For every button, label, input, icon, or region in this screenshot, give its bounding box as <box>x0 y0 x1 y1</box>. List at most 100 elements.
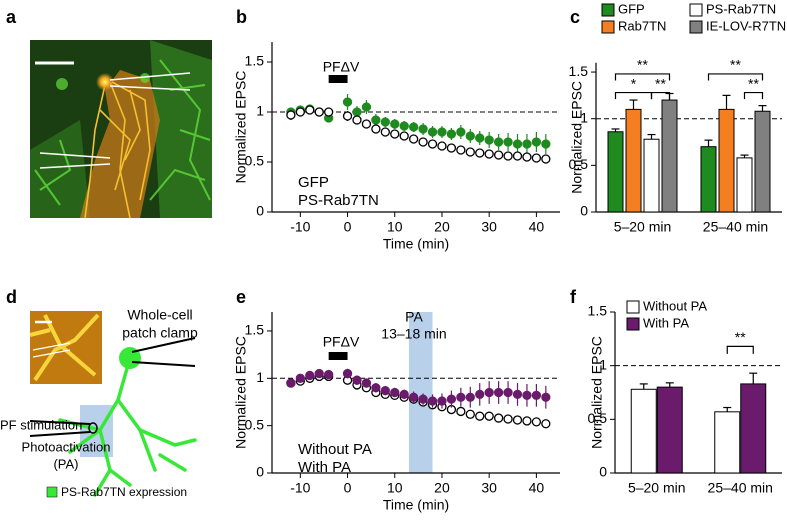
x-tick-label: 0 <box>344 219 352 235</box>
significance-bracket <box>614 73 671 81</box>
y-tick-label: 1.5 <box>245 53 265 69</box>
x-tick-label: 10 <box>387 480 403 496</box>
data-point <box>503 414 513 424</box>
y-axis-label: Normalized EPSC <box>589 336 605 449</box>
panel-label: f <box>570 287 577 307</box>
data-point <box>399 389 409 400</box>
data-point <box>437 141 447 151</box>
y-axis-label: Normalized EPSC <box>233 336 249 449</box>
y-tick-label: 0 <box>580 203 588 219</box>
legend-swatch <box>626 317 640 331</box>
data-point <box>399 131 409 141</box>
bar <box>736 157 753 213</box>
x-tick-label: 25–40 min <box>708 480 773 496</box>
legend-swatch <box>626 300 640 314</box>
data-point <box>427 127 438 137</box>
legend-entry: With PA <box>298 459 351 476</box>
data-point <box>493 137 504 147</box>
bar <box>754 110 771 213</box>
annotation: PFΔV <box>323 59 360 75</box>
legend-entry: PS-Rab7TN <box>706 1 776 16</box>
data-point <box>342 368 353 379</box>
data-point <box>418 124 428 134</box>
legend-entry: GFP <box>618 1 645 16</box>
data-point <box>541 139 551 149</box>
y-tick-label: 1.5 <box>245 322 265 338</box>
data-point <box>371 124 381 134</box>
x-tick-label: 10 <box>387 219 403 235</box>
data-point <box>456 392 466 402</box>
x-tick-label: 0 <box>344 480 352 496</box>
data-point <box>380 385 390 396</box>
data-point <box>295 373 305 383</box>
data-point <box>512 151 523 161</box>
legend-swatch <box>689 3 703 17</box>
stimulus-bar <box>328 75 348 83</box>
significance-label: ** <box>748 75 759 91</box>
data-point <box>295 107 305 117</box>
diagram: Whole-cell patch clamp PF stimulation Ph… <box>0 307 198 499</box>
significance-label: * <box>631 75 637 91</box>
data-point <box>427 396 438 406</box>
annotation: 13–18 min <box>381 326 446 342</box>
data-point <box>324 369 334 380</box>
data-point <box>286 110 296 120</box>
data-point <box>446 129 457 139</box>
x-tick-label: 40 <box>529 219 545 235</box>
y-tick-label: 0 <box>599 464 607 480</box>
data-point <box>512 415 523 425</box>
stimulus-bar <box>328 352 348 360</box>
y-axis-label: Normalized EPSC <box>233 71 249 184</box>
data-point <box>286 378 296 388</box>
legend-entry: Rab7TN <box>618 18 666 33</box>
legend-entry: Without PA <box>643 298 707 313</box>
data-point <box>465 147 475 157</box>
data-point <box>531 390 542 400</box>
data-point <box>522 139 532 149</box>
panel-label: b <box>236 7 247 27</box>
bar <box>718 108 735 213</box>
significance-label: ** <box>655 75 666 91</box>
data-point <box>484 135 494 145</box>
data-point <box>465 409 475 419</box>
data-point <box>418 394 428 404</box>
data-point <box>418 137 428 147</box>
data-point <box>522 416 532 426</box>
data-point <box>531 153 542 163</box>
diagram-legend: PS-Rab7TN expression <box>61 485 187 499</box>
data-point <box>541 392 551 402</box>
significance-label: ** <box>730 57 741 73</box>
data-point <box>531 137 542 147</box>
bar <box>625 108 642 213</box>
data-point <box>484 411 494 421</box>
data-point <box>352 115 362 125</box>
significance-bracket <box>650 91 671 100</box>
data-point <box>437 396 447 406</box>
micrograph <box>30 40 212 219</box>
data-point <box>352 375 362 385</box>
x-tick-label: 30 <box>481 219 497 235</box>
panel-label: d <box>6 287 17 307</box>
y-tick-label: 1 <box>599 356 607 372</box>
legend-swatch <box>689 20 703 34</box>
data-point <box>512 389 523 400</box>
data-point <box>512 139 523 149</box>
data-point <box>427 139 438 149</box>
y-tick-label: 0.5 <box>245 153 265 169</box>
y-tick-label: 1 <box>256 369 264 385</box>
data-point <box>342 111 353 121</box>
x-tick-label: 20 <box>434 219 450 235</box>
data-point <box>475 133 485 143</box>
y-tick-label: 0 <box>256 464 264 480</box>
y-tick-label: 1.5 <box>588 303 608 319</box>
data-point <box>456 127 466 137</box>
legend-entry: GFP <box>298 174 329 191</box>
panel-label: c <box>570 7 580 27</box>
x-axis-label: Time (min) <box>383 236 449 252</box>
data-point <box>503 137 513 147</box>
data-point <box>465 392 475 402</box>
x-tick-label: -10 <box>290 219 310 235</box>
data-point <box>305 105 315 115</box>
x-tick-label: 20 <box>434 480 450 496</box>
